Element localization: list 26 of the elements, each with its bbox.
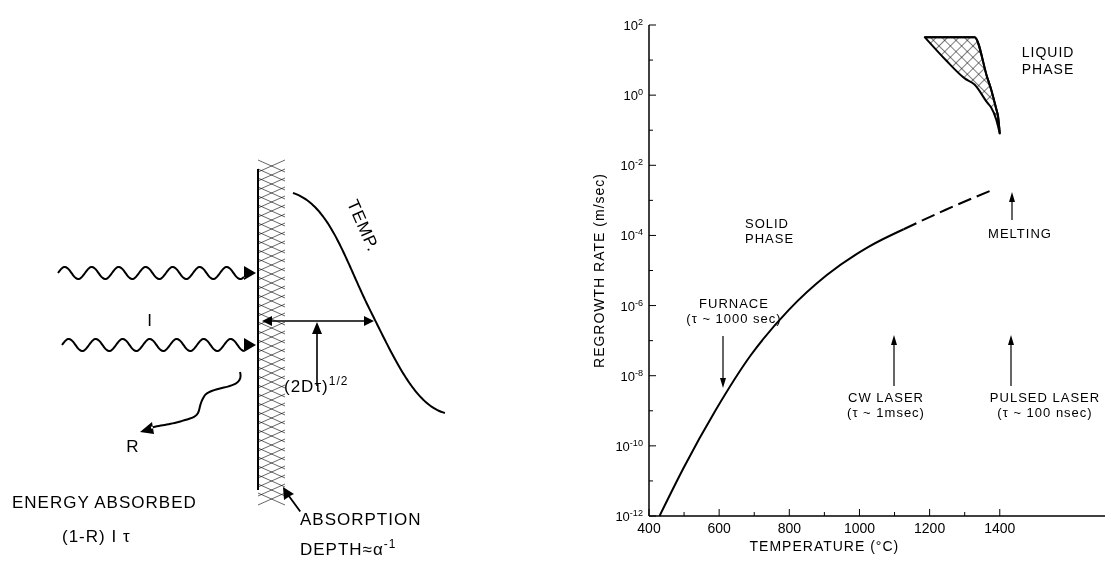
y-tick-label: 10$^{-6}$ [620,297,643,314]
y-tick-label: 10$^{-2}$ [620,157,643,174]
x-tick-label: 800 [777,520,802,536]
text: I [147,311,153,330]
text: LIQUID PHASE [1021,44,1075,78]
y-tick-label: 10$^{-10}$ [615,437,643,454]
y-axis-title: REGROWTH RATE (m/sec) [591,173,607,368]
text: ABSORPTION DEPTH≈α$^{-1}$ [300,510,422,559]
annotation: PULSED LASER (τ ~ 100 nsec) [989,390,1101,420]
x-tick-label: 1400 [984,520,1016,536]
x-tick-label: 1200 [914,520,946,536]
y-tick-label: 10$^{-4}$ [620,227,643,244]
y-tick-label: 10$^{0}$ [623,87,643,104]
x-axis-title: TEMPERATURE (°C) [749,538,900,554]
annotation: FURNACE (τ ~ 1000 sec) [686,296,782,326]
text: (2Dτ)$^{1/2}$ [284,374,349,396]
text: (1-R) I τ [62,527,131,546]
annotation: MELTING [988,226,1052,241]
text: R [126,437,140,456]
text: ENERGY ABSORBED [12,493,197,512]
x-tick-label: 600 [707,520,732,536]
annotation: SOLID PHASE [745,216,795,246]
y-tick-label: 10$^{2}$ [623,17,643,33]
x-tick-label: 1000 [843,520,876,536]
annotation: CW LASER (τ ~ 1msec) [847,390,925,420]
y-tick-label: 10$^{-8}$ [620,367,643,384]
